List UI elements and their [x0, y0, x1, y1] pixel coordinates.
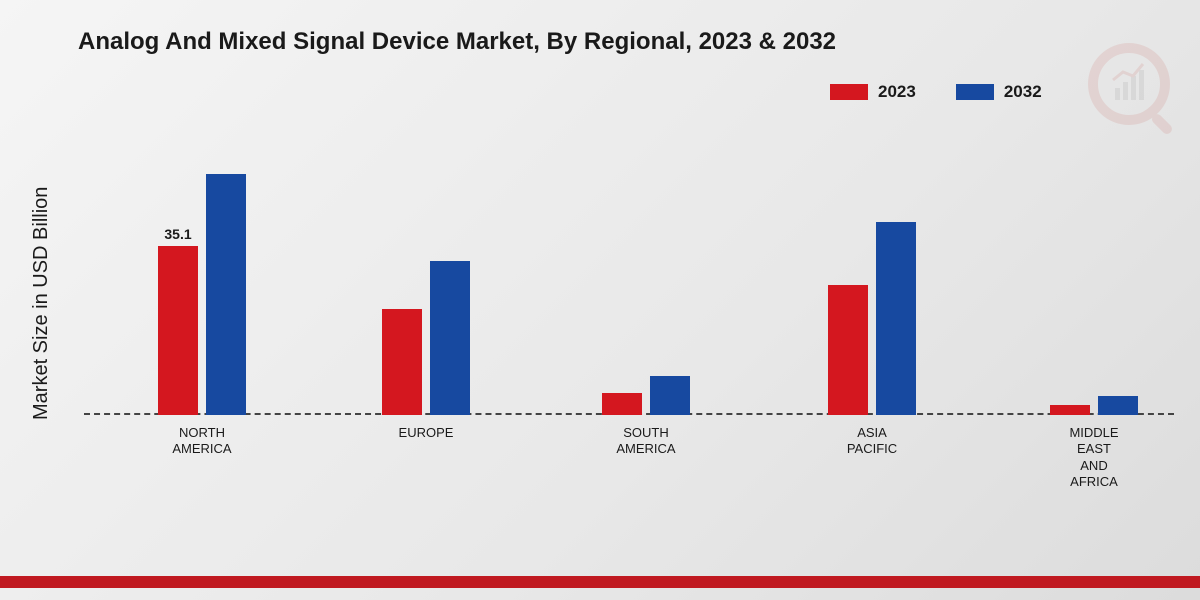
bar-2023 [602, 393, 642, 415]
bar-2032 [430, 261, 470, 415]
legend: 2023 2032 [830, 82, 1042, 102]
footer-bar [0, 576, 1200, 588]
watermark-icon [1085, 40, 1167, 122]
y-axis-label: Market Size in USD Billion [30, 187, 53, 420]
bar-2023 [158, 246, 198, 415]
plot-area: 35.1 [84, 150, 1174, 415]
category-label: MIDDLEEASTANDAFRICA [1034, 425, 1154, 490]
legend-label-2023: 2023 [878, 82, 916, 102]
bar-2023 [382, 309, 422, 415]
bar-2032 [650, 376, 690, 415]
bar-2023 [828, 285, 868, 415]
chart-title: Analog And Mixed Signal Device Market, B… [78, 28, 836, 56]
bar-2032 [876, 222, 916, 415]
legend-item-2023: 2023 [830, 82, 916, 102]
legend-item-2032: 2032 [956, 82, 1042, 102]
category-label: SOUTHAMERICA [586, 425, 706, 458]
category-label: NORTHAMERICA [142, 425, 262, 458]
category-label: EUROPE [366, 425, 486, 441]
legend-swatch-2023 [830, 84, 868, 100]
bar-2023 [1050, 405, 1090, 415]
bar-value-label: 35.1 [150, 226, 206, 242]
legend-label-2032: 2032 [1004, 82, 1042, 102]
category-label: ASIAPACIFIC [812, 425, 932, 458]
bar-2032 [1098, 396, 1138, 415]
bar-2032 [206, 174, 246, 415]
legend-swatch-2032 [956, 84, 994, 100]
